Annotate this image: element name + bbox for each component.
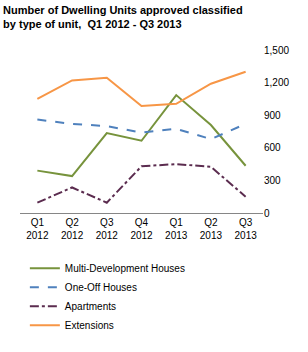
svg-text:0: 0 bbox=[264, 208, 270, 219]
svg-text:1,200: 1,200 bbox=[264, 77, 289, 88]
svg-text:Q12012: Q12012 bbox=[26, 217, 49, 241]
svg-text:Multi-Development Houses: Multi-Development Houses bbox=[65, 263, 185, 274]
svg-text:Q32013: Q32013 bbox=[235, 217, 258, 241]
svg-text:Q22013: Q22013 bbox=[200, 217, 223, 241]
svg-text:Q42012: Q42012 bbox=[130, 217, 153, 241]
svg-text:300: 300 bbox=[264, 175, 281, 186]
svg-text:Q12013: Q12013 bbox=[165, 217, 188, 241]
svg-text:600: 600 bbox=[264, 142, 281, 153]
svg-text:Number of Dwelling Units appro: Number of Dwelling Units approved classi… bbox=[3, 4, 243, 30]
svg-text:Apartments: Apartments bbox=[65, 301, 116, 312]
svg-text:Q32012: Q32012 bbox=[96, 217, 119, 241]
svg-text:1,500: 1,500 bbox=[264, 45, 289, 56]
svg-text:900: 900 bbox=[264, 110, 281, 121]
svg-text:Extensions: Extensions bbox=[65, 320, 114, 331]
svg-text:One-Off Houses: One-Off Houses bbox=[65, 282, 137, 293]
svg-text:Q22012: Q22012 bbox=[61, 217, 84, 241]
